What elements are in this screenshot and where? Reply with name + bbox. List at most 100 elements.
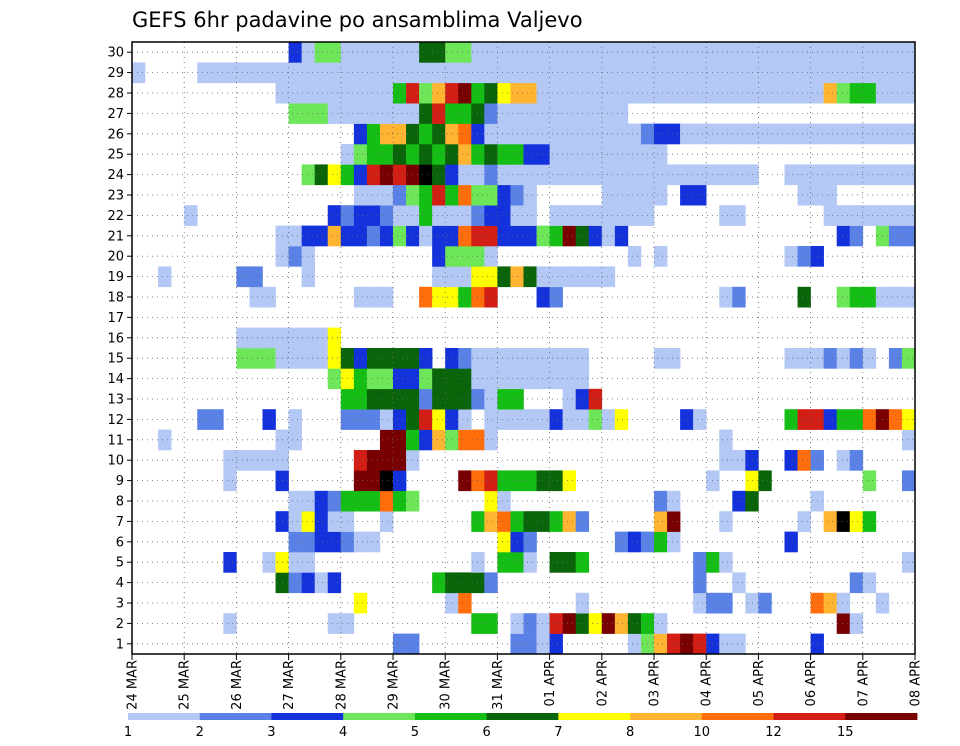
heatmap-cell-m7-t35 <box>562 511 576 532</box>
heatmap-cell-m15-t21 <box>379 348 394 369</box>
heatmap-cell-m28-t25 <box>432 82 446 104</box>
heatmap-cell-m5-t14 <box>288 552 302 573</box>
heatmap-cell-m12-t21 <box>379 409 394 430</box>
heatmap-cell-m25-t26 <box>445 144 459 165</box>
heatmap-cell-m28-t30 <box>497 82 511 104</box>
heatmap-cell-m7-t30 <box>497 511 511 532</box>
heatmap-cell-m9-t34 <box>549 470 563 492</box>
y-tick-label: 25 <box>107 148 124 163</box>
heatmap-cell-m13-t22 <box>393 388 407 410</box>
heatmap-cell-m14-t33 <box>536 368 550 390</box>
heatmap-cell-m30-t34 <box>549 42 563 63</box>
heatmap-cell-m28-t16 <box>314 82 329 104</box>
heatmap-cell-m2-t42 <box>654 613 668 634</box>
heatmap-cell-m10-t52 <box>784 450 798 471</box>
heatmap-cell-m7-t21 <box>379 511 394 532</box>
heatmap-cell-m2-t29 <box>484 613 498 634</box>
heatmap-cell-m5-t34 <box>549 552 563 573</box>
heatmap-cell-m24-t27 <box>458 164 472 186</box>
heatmap-cell-m5-t45 <box>693 552 707 573</box>
heatmap-cell-m5-t61 <box>901 552 916 573</box>
heatmap-cell-m1-t48 <box>732 633 746 655</box>
heatmap-cell-m21-t30 <box>497 225 511 247</box>
y-tick-label: 4 <box>116 576 124 591</box>
heatmap-cell-m11-t25 <box>432 429 446 451</box>
heatmap-cell-m28-t58 <box>862 82 877 104</box>
heatmap-cell-m27-t25 <box>432 103 446 124</box>
heatmap-cell-m12-t14 <box>288 409 302 430</box>
heatmap-cell-m24-t45 <box>693 164 707 186</box>
heatmap-cell-m4-t16 <box>314 572 329 594</box>
heatmap-cell-m12-t19 <box>353 409 368 430</box>
heatmap-cell-m30-t27 <box>458 42 472 63</box>
heatmap-cell-m9-t35 <box>562 470 576 492</box>
heatmap-cell-m2-t32 <box>523 613 537 634</box>
heatmap-cell-m19-t30 <box>497 266 511 288</box>
heatmap-cell-m29-t42 <box>654 62 668 84</box>
heatmap-cell-m28-t17 <box>327 82 342 104</box>
heatmap-cell-m2-t33 <box>536 613 550 634</box>
heatmap-cell-m21-t57 <box>849 225 864 247</box>
heatmap-cell-m7-t43 <box>667 511 681 532</box>
heatmap-cell-m29-t48 <box>732 62 746 84</box>
x-tick-label: 07 APR <box>856 660 871 706</box>
heatmap-cell-m13-t30 <box>497 388 511 410</box>
heatmap-cell-m9-t20 <box>366 470 381 492</box>
heatmap-cell-m9-t58 <box>862 470 877 492</box>
heatmap-cell-m15-t30 <box>497 348 511 369</box>
heatmap-cell-m26-t22 <box>393 123 407 145</box>
heatmap-cell-m15-t35 <box>562 348 576 369</box>
heatmap-cell-m26-t34 <box>549 123 563 145</box>
y-tick-label: 16 <box>107 331 124 346</box>
heatmap-cell-m29-t22 <box>393 62 407 84</box>
heatmap-cell-m25-t24 <box>419 144 433 165</box>
y-tick-label: 2 <box>116 617 124 632</box>
heatmap-cell-m15-t33 <box>536 348 550 369</box>
heatmap-cell-m25-t29 <box>484 144 498 165</box>
heatmap-cell-m15-t60 <box>888 348 903 369</box>
heatmap-cell-m13-t29 <box>484 388 498 410</box>
heatmap-cell-m4-t26 <box>445 572 459 594</box>
heatmap-cell-m4-t17 <box>327 572 342 594</box>
heatmap-cell-m13-t37 <box>588 388 603 410</box>
heatmap-cell-m2-t38 <box>601 613 616 634</box>
heatmap-cell-m15-t19 <box>353 348 368 369</box>
heatmap-cell-m15-t22 <box>393 348 407 369</box>
heatmap-cell-m22-t30 <box>497 205 511 226</box>
heatmap-cell-m13-t27 <box>458 388 472 410</box>
heatmap-cell-m28-t29 <box>484 82 498 104</box>
heatmap-cell-m27-t32 <box>523 103 537 124</box>
heatmap-cell-m2-t35 <box>562 613 576 634</box>
heatmap-cell-m16-t10 <box>236 327 250 349</box>
heatmap-cell-m1-t43 <box>667 633 681 655</box>
heatmap-cell-m24-t26 <box>445 164 459 186</box>
heatmap-cell-m8-t48 <box>732 490 746 512</box>
heatmap-cell-m12-t8 <box>210 409 224 430</box>
heatmap-cell-m2-t39 <box>614 613 629 634</box>
heatmap-cell-m18-t60 <box>888 286 903 308</box>
heatmap-cell-m22-t48 <box>732 205 746 226</box>
heatmap-cell-m23-t42 <box>654 184 668 206</box>
heatmap-cell-m14-t32 <box>523 368 537 390</box>
heatmap-cell-m28-t44 <box>680 82 694 104</box>
color-legend: 1 2 3 4 5 6 7 8 10 12 15 <box>124 713 918 740</box>
x-axis: 24 MAR 25 MAR 26 MAR 27 MAR 28 MAR 29 MAR 30 M… <box>126 654 924 710</box>
heatmap-cell-m21-t14 <box>288 225 302 247</box>
heatmap-cell-m26-t33 <box>536 123 550 145</box>
heatmap-cell-m11-t14 <box>288 429 302 451</box>
heatmap-cell-m14-t26 <box>445 368 459 390</box>
heatmap-cell-m9-t9 <box>223 470 237 492</box>
heatmap-cell-m10-t11 <box>249 450 263 471</box>
legend-swatch <box>845 713 918 720</box>
heatmap-cell-m26-t30 <box>497 123 511 145</box>
grid-lines <box>132 42 915 654</box>
heatmap-cell-m18-t24 <box>419 286 433 308</box>
heatmap-cell-m10-t53 <box>797 450 811 471</box>
heatmap-cell-m25-t38 <box>601 144 616 165</box>
heatmap-cell-m12-t38 <box>601 409 616 430</box>
heatmap-cell-m30-t42 <box>654 42 668 63</box>
heatmap-cell-m8-t30 <box>497 490 511 512</box>
heatmap-cell-m24-t52 <box>784 164 798 186</box>
heatmap-cell-m24-t47 <box>719 164 733 186</box>
